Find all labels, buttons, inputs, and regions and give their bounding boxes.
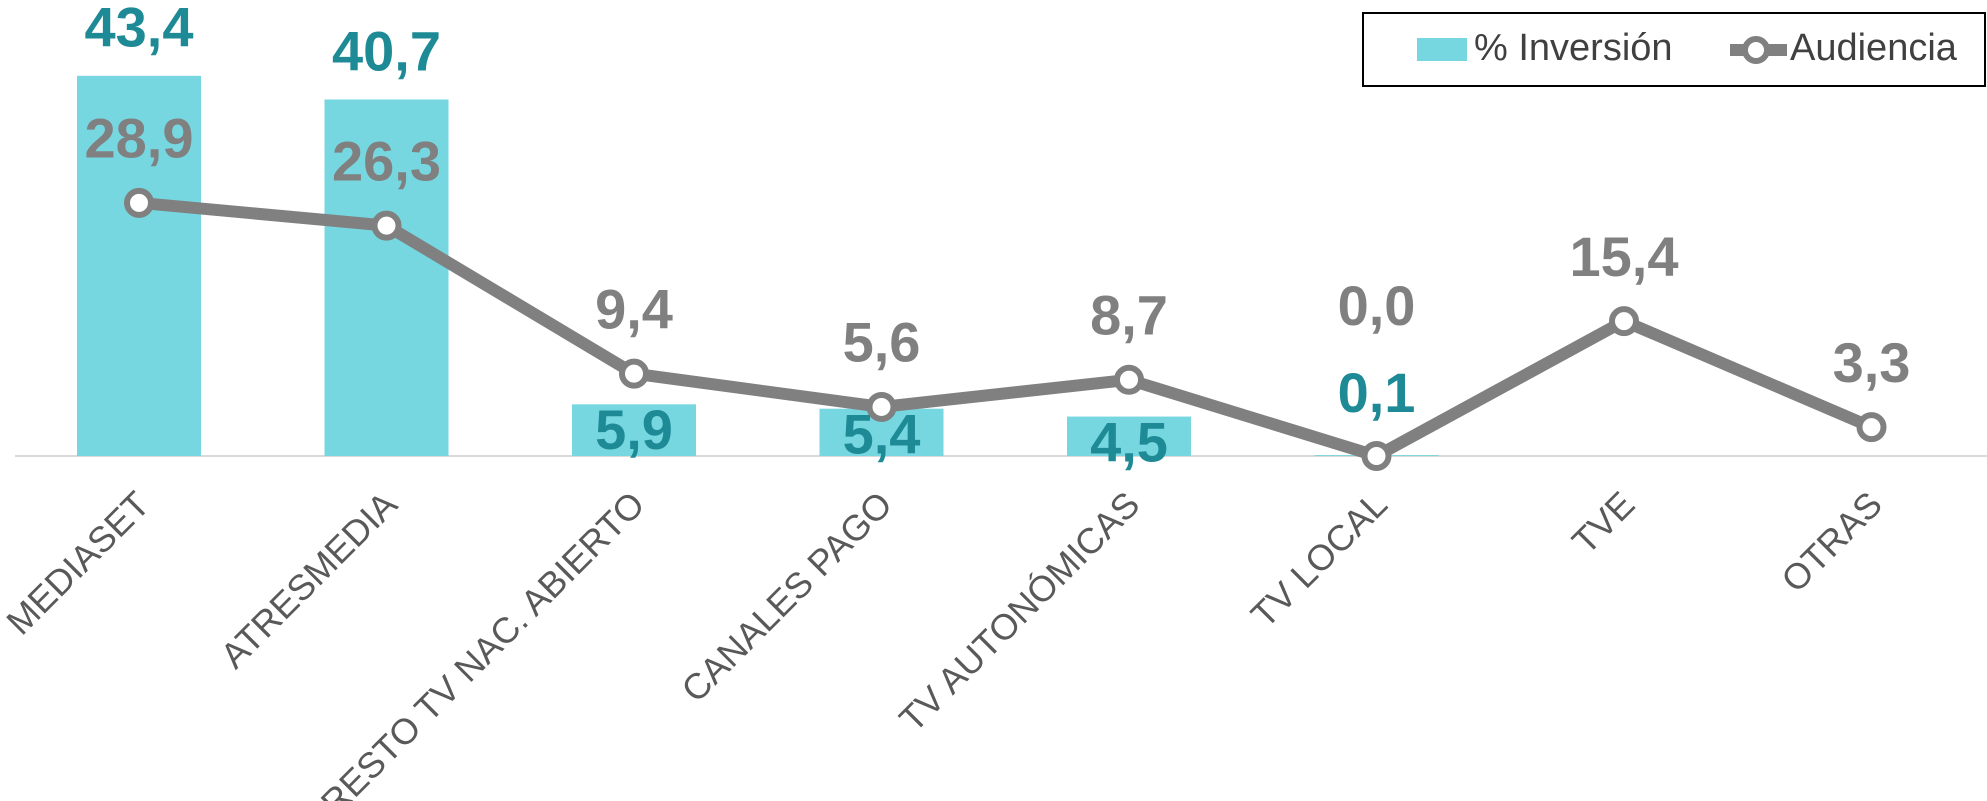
x-tick-label: TVE [1564,483,1642,561]
line-point [866,391,897,422]
bar [572,404,696,456]
line-value-label: 5,6 [843,311,921,374]
line-value-label: 8,7 [1090,284,1168,347]
line-value-label: 0,0 [1338,274,1416,337]
bar-value-label: 43,4 [85,0,194,59]
x-tick-label: CANALES PAGO [673,483,900,710]
legend-label: % Inversión [1474,27,1673,69]
bar-value-label: 40,7 [332,19,441,82]
bar-value-label: 0,1 [1338,361,1416,424]
line-value-label: 28,9 [85,107,194,170]
x-tick-label: OTRAS [1773,483,1890,600]
line-value-label: 26,3 [332,129,441,192]
line [138,196,1874,462]
x-tick-label: ATRESMEDIA [212,483,405,676]
bar [324,99,449,456]
line-value-label: 15,4 [1570,225,1679,288]
line-point [371,210,402,241]
legend-swatch [1742,36,1770,64]
bar [1067,416,1191,456]
line-value-label: 3,3 [1833,331,1911,394]
line-point [1856,412,1887,443]
x-tick-label: TV AUTONÓMICAS [891,483,1147,739]
line-point [1609,306,1639,337]
line-point [1114,364,1144,395]
legend-box [1362,12,1986,87]
bar-value-label: 4,5 [1090,410,1168,473]
x-tick-label: MEDIASET [0,483,157,642]
bar [77,75,201,456]
line-point [1361,441,1392,471]
bar-value-label: 5,4 [843,402,921,465]
legend-swatch [1417,38,1467,61]
bar-value-label: 5,9 [595,398,673,461]
line-point [124,187,154,218]
x-tick-label: TV LOCAL [1243,483,1395,635]
legend-label: Audiencia [1790,27,1958,69]
line-value-label: 9,4 [595,277,673,340]
line-point [619,358,649,389]
